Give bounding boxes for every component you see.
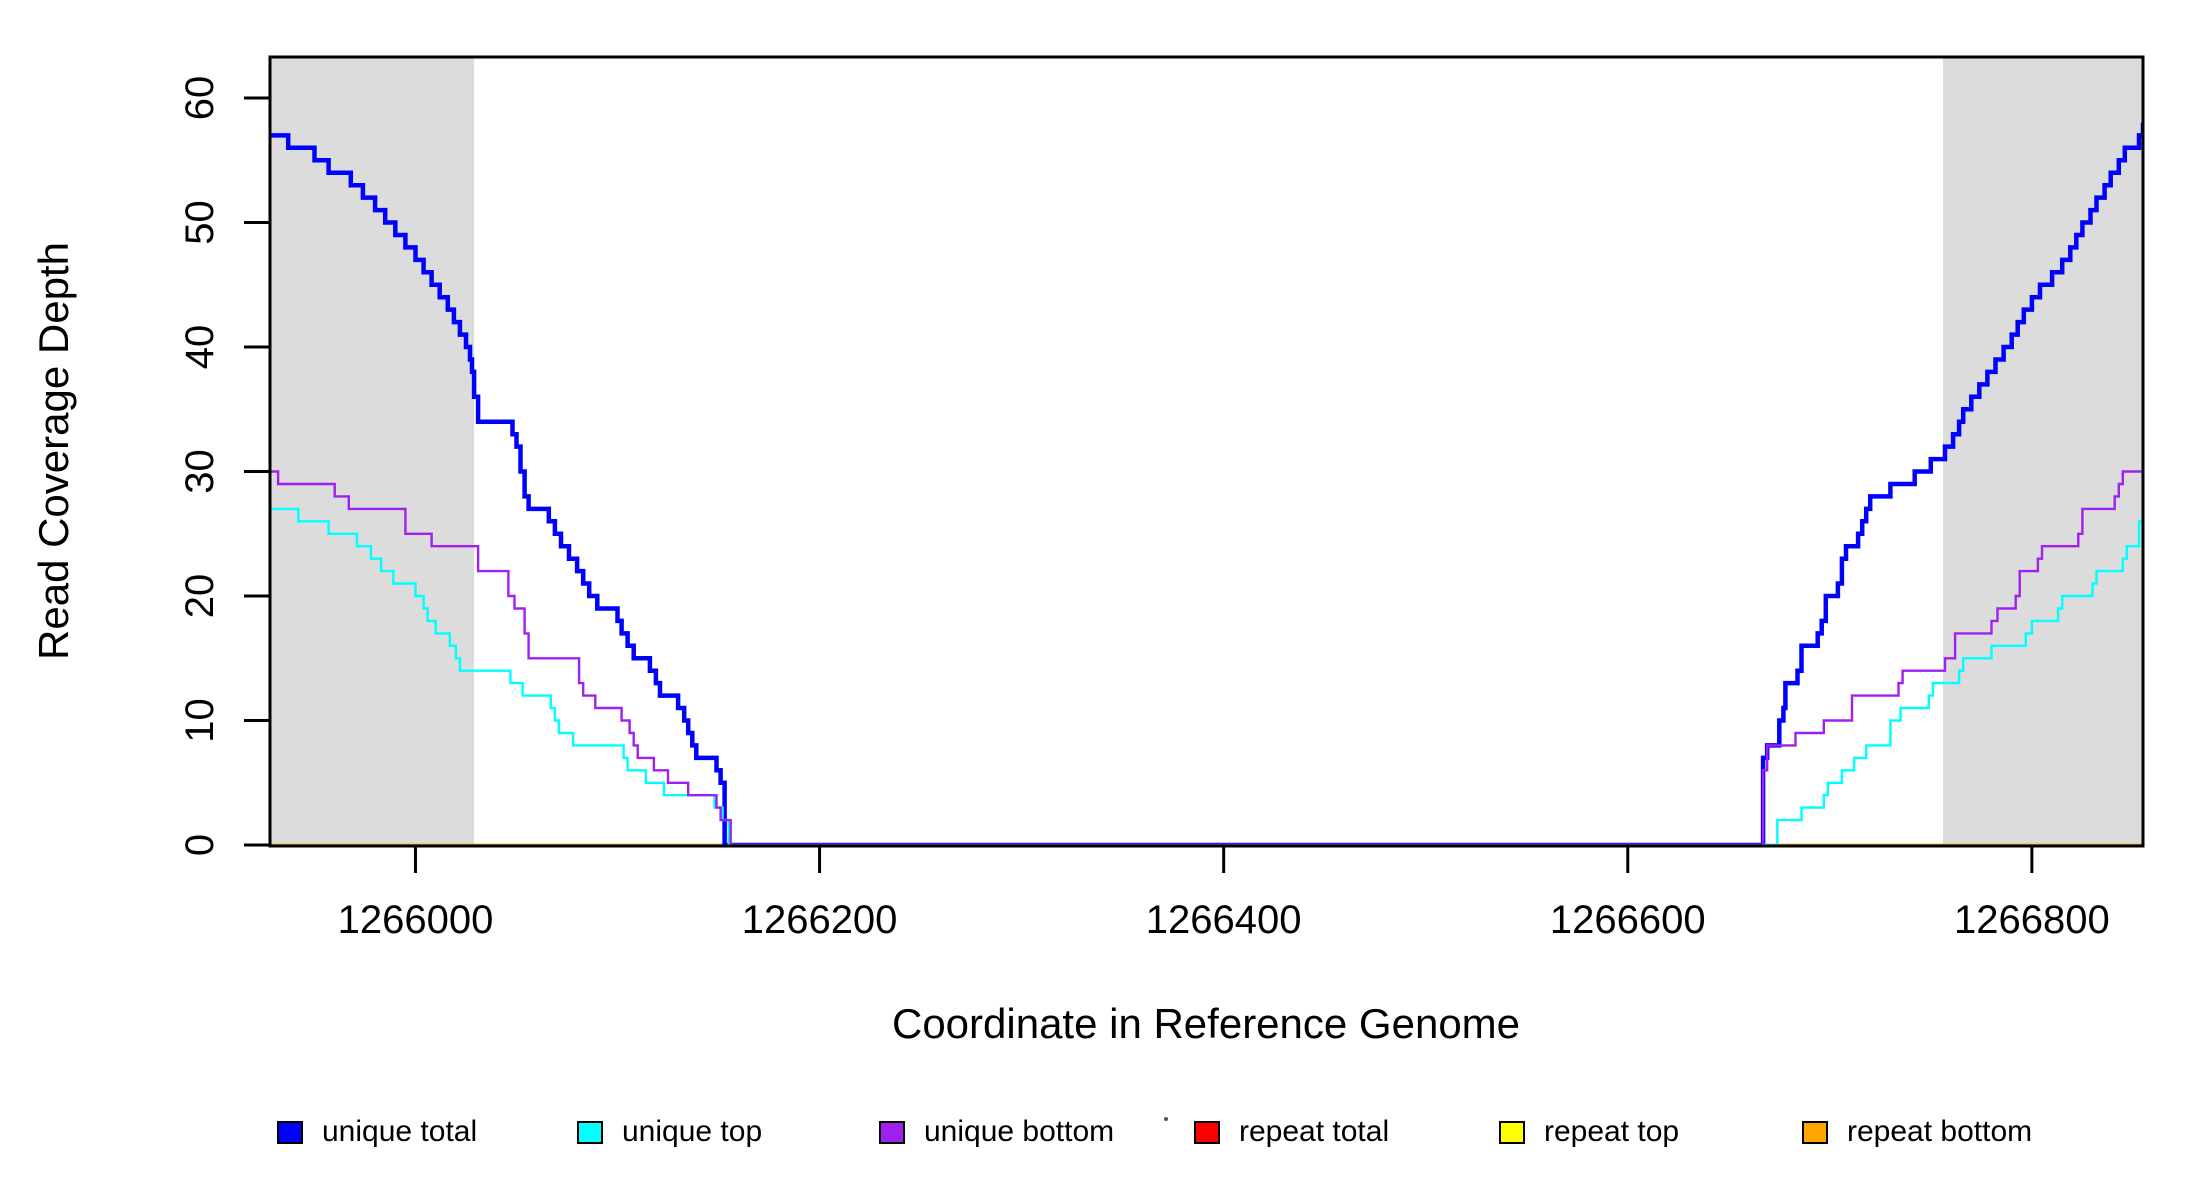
legend-label-repeat-total: repeat total [1239, 1115, 1389, 1148]
x-tick-label-3: 1266600 [1550, 898, 1706, 942]
y-tick-label-4: 40 [178, 325, 222, 370]
x-axis-ticks: 1266000 1266200 1266400 1266600 1266800 [338, 847, 2110, 942]
legend-label-unique-total: unique total [322, 1115, 477, 1148]
x-axis-title: Coordinate in Reference Genome [892, 1000, 1520, 1047]
legend-label-repeat-top: repeat top [1544, 1115, 1679, 1148]
y-tick-label-2: 20 [178, 574, 222, 619]
plot-border [268, 55, 2145, 848]
y-axis-ticks: 0 10 20 30 40 50 60 [178, 76, 270, 856]
legend-swatch-unique-bottom [879, 1121, 905, 1144]
stray-dot-artifact [1164, 1117, 1168, 1121]
legend-swatch-repeat-total [1194, 1121, 1220, 1144]
series-line-unique-top [270, 496, 2143, 847]
y-tick-label-5: 50 [178, 200, 222, 245]
y-axis-title: Read Coverage Depth [30, 242, 77, 660]
legend: unique total unique top unique bottom repea… [277, 1115, 2032, 1148]
shaded-region-group [270, 57, 2143, 846]
legend-label-unique-bottom: unique bottom [924, 1115, 1114, 1148]
shaded-region-1 [1942, 57, 2143, 846]
legend-swatch-repeat-bottom [1802, 1121, 1828, 1144]
legend-swatch-unique-total [277, 1121, 303, 1144]
legend-swatch-repeat-top [1499, 1121, 1525, 1144]
legend-label-unique-top: unique top [622, 1115, 762, 1148]
x-tick-label-0: 1266000 [338, 898, 494, 942]
y-tick-label-1: 10 [178, 698, 222, 743]
y-tick-label-3: 30 [178, 449, 222, 494]
x-tick-label-4: 1266800 [1954, 898, 2110, 942]
legend-label-repeat-bottom: repeat bottom [1847, 1115, 2032, 1148]
x-tick-label-2: 1266400 [1146, 898, 1302, 942]
y-tick-label-0: 0 [178, 834, 222, 856]
x-tick-label-1: 1266200 [742, 898, 898, 942]
series-line-unique-total [270, 122, 2143, 847]
shaded-region-0 [270, 57, 475, 846]
series-line-unique-bottom [270, 470, 2143, 847]
legend-swatch-unique-top [577, 1121, 603, 1144]
data-series-group [270, 122, 2143, 847]
y-tick-label-6: 60 [178, 76, 222, 121]
